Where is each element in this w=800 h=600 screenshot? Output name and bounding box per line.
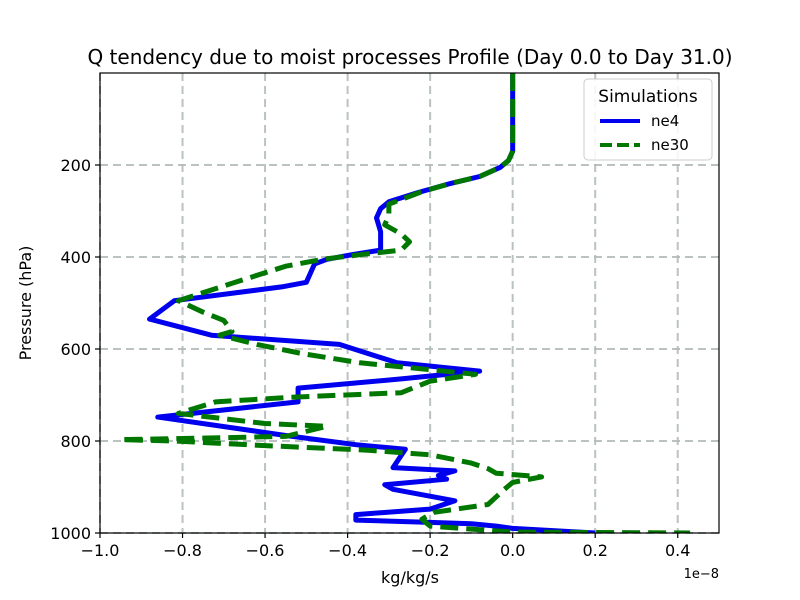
x-tick-label: 0.4 (665, 541, 690, 560)
series-layer (118, 73, 691, 533)
y-axis-label: Pressure (hPa) (16, 246, 35, 361)
y-tick-label: 200 (60, 156, 91, 175)
x-tick-label: −0.6 (246, 541, 285, 560)
chart-title: Q tendency due to moist processes Profil… (87, 45, 732, 69)
y-tick-label: 600 (60, 340, 91, 359)
x-axis-offset-label: 1e−8 (684, 567, 719, 582)
legend-entry-ne4: ne4 (651, 112, 679, 130)
series-line-ne30 (118, 73, 691, 533)
x-tick-label: −1.0 (81, 541, 120, 560)
y-tick-label: 1000 (50, 524, 91, 543)
x-tick-label: −0.2 (411, 541, 450, 560)
x-tick-label: 0.0 (500, 541, 525, 560)
legend-title: Simulations (598, 87, 698, 107)
x-tick-label: 0.2 (582, 541, 607, 560)
x-axis-label: kg/kg/s (381, 568, 439, 587)
y-tick-label: 400 (60, 248, 91, 267)
plot-area-frame (99, 72, 720, 534)
x-tick-label: −0.8 (163, 541, 202, 560)
legend-entry-ne30: ne30 (651, 136, 689, 154)
series-line-ne4 (147, 73, 596, 533)
x-tick-label: −0.4 (328, 541, 367, 560)
legend: Simulations ne4 ne30 (583, 78, 713, 161)
tick-layer: −1.0 −0.8 −0.6 −0.4 −0.2 0.0 0.2 0.4 200 400 600 80… (50, 156, 690, 560)
legend-box (583, 78, 713, 161)
y-tick-label: 800 (60, 432, 91, 451)
